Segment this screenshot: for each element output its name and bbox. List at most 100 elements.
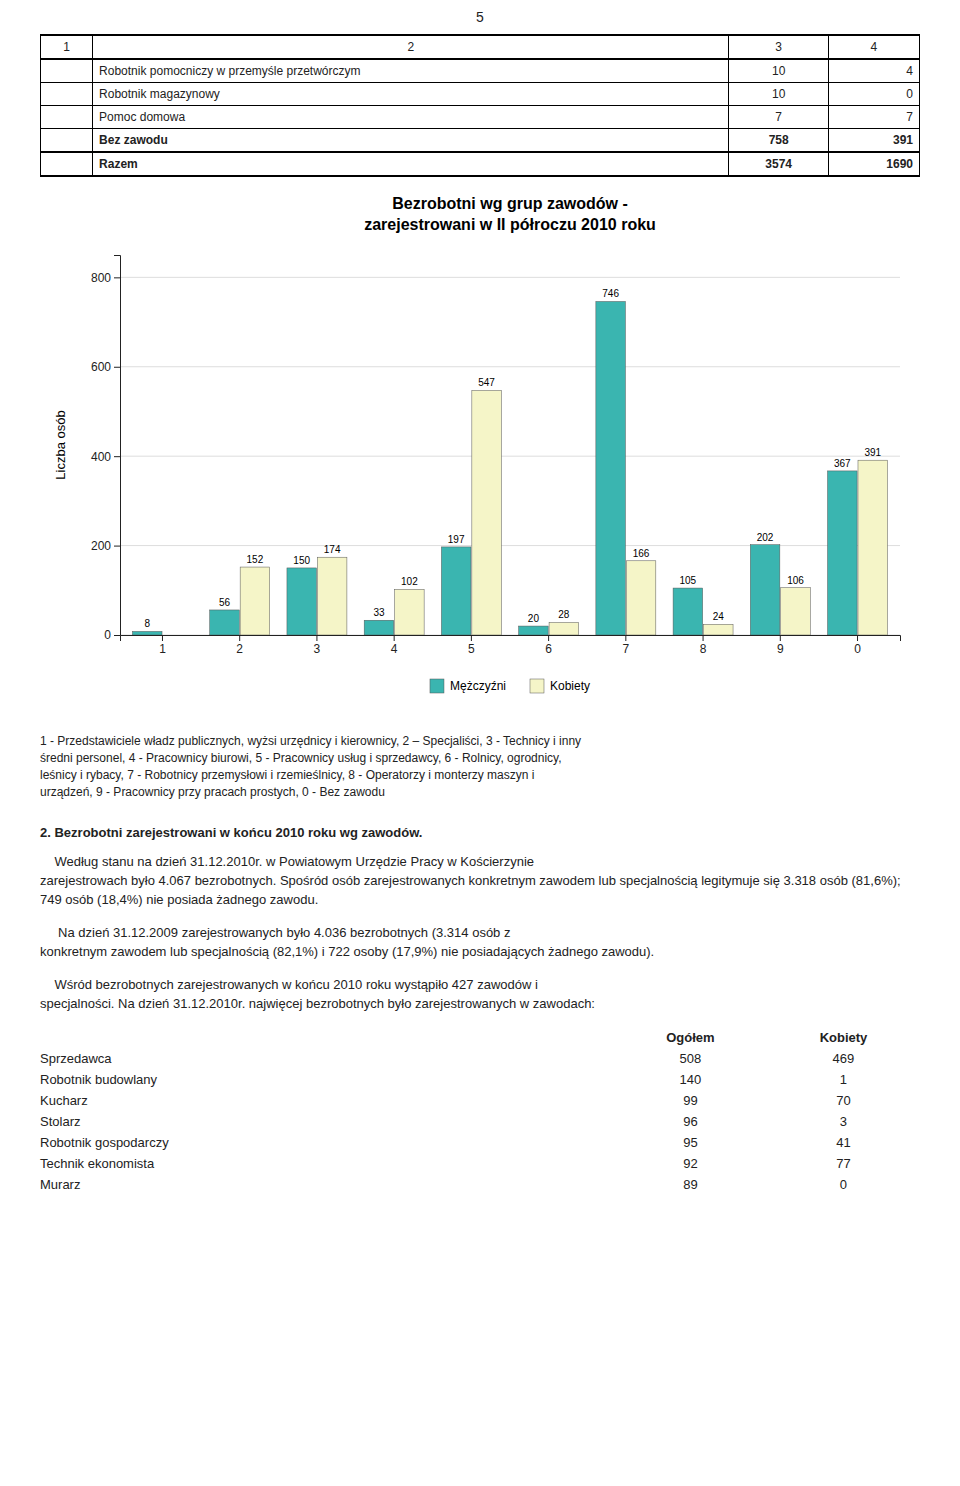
x-tick-label: 9 [777,642,784,656]
data-label: 152 [247,554,264,565]
bar [596,301,626,635]
data-label: 105 [680,575,697,586]
table-cell: 10 [729,59,828,83]
y-tick: 600 [91,360,120,374]
top-table: 1234Robotnik pomocniczy w przemyśle prze… [40,34,920,177]
bar [519,626,549,635]
bar [549,622,579,635]
legend-item: Kobiety [530,679,590,693]
x-tick-mark [471,635,472,641]
x-tick-label: 6 [545,642,552,656]
data-label: 33 [373,607,385,618]
bar [395,589,425,635]
occupation-value: 96 [614,1111,767,1132]
data-label: 367 [834,458,851,469]
table-cell: Bez zawodu [93,129,729,153]
table-row: Bez zawodu758391 [41,129,920,153]
y-tick: 800 [91,271,120,285]
data-label: 106 [787,575,804,586]
occupation-value: 89 [614,1174,767,1195]
table-header-row: 1234 [41,35,920,59]
data-label: 166 [633,548,650,559]
occupation-value: 0 [767,1174,920,1195]
x-tick-label: 5 [468,642,475,656]
occupations-row: Technik ekonomista9277 [40,1153,920,1174]
table-row: Razem35741690 [41,152,920,176]
bar [364,620,394,635]
table-cell: 7 [828,106,919,129]
table-cell [41,59,93,83]
x-tick: 6 [545,635,552,656]
occupation-value: 99 [614,1090,767,1111]
occupations-header: Ogółem [614,1027,767,1048]
x-tick-mark [703,635,704,641]
occupation-value: 140 [614,1069,767,1090]
x-tick-mark [316,635,317,641]
y-axis: 0200400600800 [91,256,121,643]
legend-swatch [530,679,544,693]
occupations-row: Kucharz9970 [40,1090,920,1111]
data-label: 202 [757,532,774,543]
x-tick-mark [548,635,549,641]
note-line: średni personel, 4 - Pracownicy biurowi,… [40,750,920,767]
x-tick: 3 [314,635,321,656]
bars [132,301,887,635]
occupation-value: 95 [614,1132,767,1153]
legend-label: Kobiety [550,679,590,693]
occupation-name: Murarz [40,1174,614,1195]
y-axis-line [114,256,121,636]
y-tick-mark [114,277,120,278]
x-tick-label: 7 [622,642,629,656]
x-tick-mark [239,635,240,641]
plot: 8561503319720746105202367152174102547281… [53,256,901,694]
data-label: 102 [401,576,418,587]
occupation-name: Kucharz [40,1090,614,1111]
table-cell: Robotnik pomocniczy w przemyśle przetwór… [93,59,729,83]
legend-label: Mężczyźni [450,679,506,693]
section-title: 2. Bezrobotni zarejestrowani w końcu 201… [40,823,920,842]
table-cell [41,129,93,153]
occupation-name: Stolarz [40,1111,614,1132]
y-tick-label: 400 [91,450,111,464]
x-tick-label: 4 [391,642,398,656]
table-cell: 391 [828,129,919,153]
occupation-name: Technik ekonomista [40,1153,614,1174]
occupations-row: Stolarz963 [40,1111,920,1132]
data-label: 150 [293,555,310,566]
data-label: 391 [864,447,881,458]
table-header: 1 [41,35,93,59]
paragraph-text: specjalności. Na dzień 31.12.2010r. najw… [40,994,920,1013]
bar [163,635,193,636]
table-cell: Pomoc domowa [93,106,729,129]
occupation-value: 1 [767,1069,920,1090]
y-tick-label: 0 [104,628,111,642]
table-header: 2 [93,35,729,59]
bar [132,631,162,635]
occupation-name: Robotnik budowlany [40,1069,614,1090]
data-label: 174 [324,544,341,555]
note-line: leśnicy i rybacy, 7 - Robotnicy przemysł… [40,767,920,784]
x-tick: 0 [854,635,861,656]
data-label: 20 [528,613,540,624]
bar [828,471,858,635]
y-tick-label: 600 [91,360,111,374]
table-cell: Robotnik magazynowy [93,83,729,106]
y-tick-mark [114,456,120,457]
note-line: 1 - Przedstawiciele władz publicznych, w… [40,733,920,750]
x-tick-mark [394,635,395,641]
x-tick: 5 [468,635,475,656]
x-tick: 2 [236,635,243,656]
bar [858,460,888,635]
x-tick-label: 2 [236,642,243,656]
y-tick-label: 800 [91,271,111,285]
section: 2. Bezrobotni zarejestrowani w końcu 201… [40,823,920,1013]
occupation-value: 77 [767,1153,920,1174]
chart: Bezrobotni wg grup zawodów -zarejestrowa… [40,185,920,725]
occupations-row: Robotnik budowlany1401 [40,1069,920,1090]
occupation-value: 469 [767,1048,920,1069]
grid-line [120,456,900,457]
note-line: urządzeń, 9 - Pracownicy przy pracach pr… [40,784,920,801]
x-tick-label: 1 [159,642,166,656]
table-cell: 7 [729,106,828,129]
grid-line [120,366,900,367]
